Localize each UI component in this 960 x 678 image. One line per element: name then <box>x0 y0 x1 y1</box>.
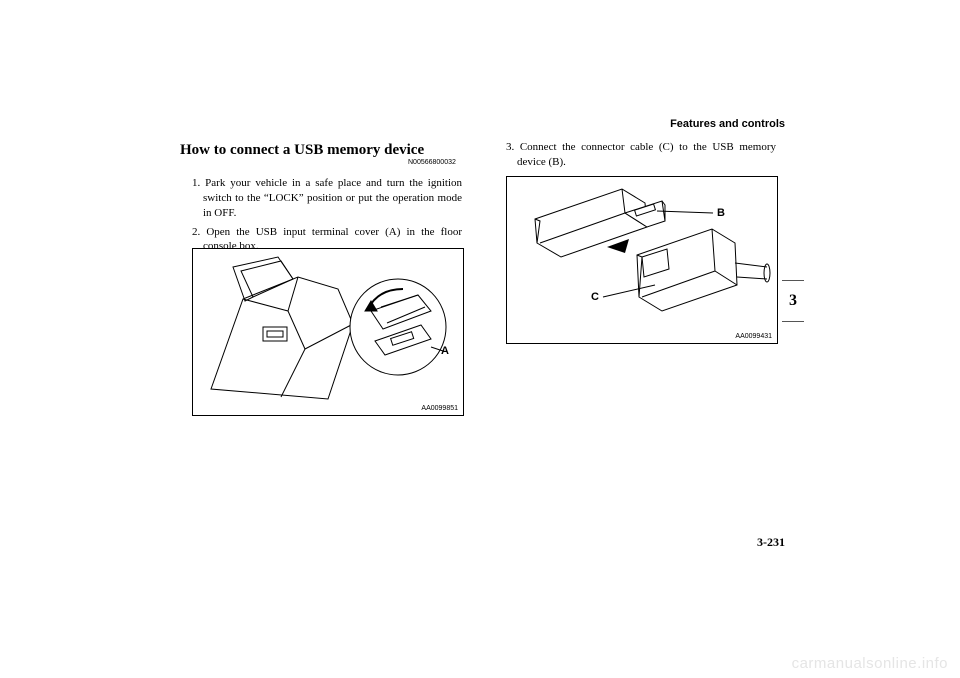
header-section-label: Features and controls <box>670 118 785 130</box>
step-1: 1. Park your vehicle in a safe place and… <box>192 176 462 221</box>
watermark: carmanualsonline.info <box>792 655 948 672</box>
manual-page: Features and controls How to connect a U… <box>0 0 960 678</box>
label-b: B <box>717 207 725 219</box>
usb-connector-illustration <box>507 177 777 343</box>
label-a: A <box>441 345 449 357</box>
chapter-tab: 3 <box>782 280 804 322</box>
left-text-column: 1. Park your vehicle in a safe place and… <box>192 176 462 258</box>
figure-console-box: A AA0099851 <box>192 248 464 416</box>
step-3: 3. Connect the connector cable (C) to th… <box>506 140 776 170</box>
label-c: C <box>591 291 599 303</box>
console-box-illustration <box>193 249 463 415</box>
figure-code-right: AA0099431 <box>735 333 772 340</box>
page-number: 3-231 <box>757 535 785 550</box>
figure-usb-connector: B C AA0099431 <box>506 176 778 344</box>
document-number: N00566800032 <box>408 159 456 166</box>
right-text-column: 3. Connect the connector cable (C) to th… <box>506 140 776 174</box>
figure-code-left: AA0099851 <box>421 405 458 412</box>
section-title: How to connect a USB memory device <box>180 142 424 159</box>
